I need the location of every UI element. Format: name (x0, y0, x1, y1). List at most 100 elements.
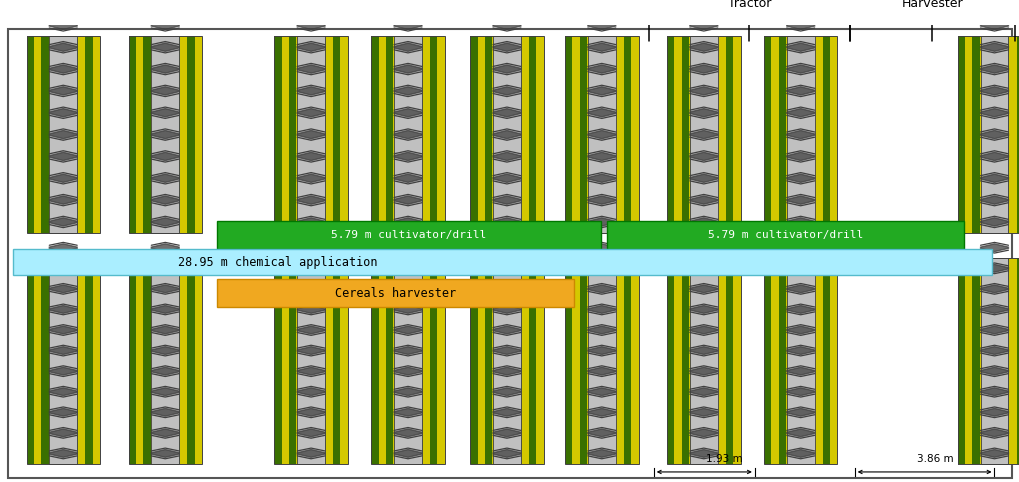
Polygon shape (689, 429, 717, 437)
Polygon shape (786, 131, 814, 139)
Polygon shape (786, 388, 814, 396)
Bar (179, 36, 187, 233)
Polygon shape (979, 450, 1008, 457)
Polygon shape (393, 285, 422, 293)
Bar (786, 36, 793, 233)
Bar (979, 258, 1008, 464)
Bar (86, 258, 93, 464)
Polygon shape (297, 174, 325, 182)
Bar (318, 36, 325, 233)
Polygon shape (979, 429, 1008, 437)
Bar (606, 221, 963, 249)
Bar (393, 258, 422, 464)
Bar (288, 258, 297, 464)
Polygon shape (786, 108, 814, 117)
Bar (521, 258, 529, 464)
Bar (288, 36, 297, 233)
Polygon shape (979, 131, 1008, 139)
Polygon shape (297, 65, 325, 73)
Bar (385, 258, 393, 464)
Bar (393, 258, 400, 464)
Bar (297, 258, 304, 464)
Bar (34, 258, 41, 464)
Polygon shape (587, 429, 615, 437)
Polygon shape (393, 244, 422, 252)
Bar (56, 258, 63, 464)
Text: 5.79 m cultivator/drill: 5.79 m cultivator/drill (707, 230, 862, 240)
Bar (400, 36, 408, 233)
Bar (674, 36, 681, 233)
Polygon shape (151, 65, 179, 73)
Polygon shape (49, 408, 77, 416)
Text: Cereals harvester: Cereals harvester (335, 287, 455, 300)
Bar (814, 36, 822, 233)
Bar (666, 258, 674, 464)
Bar (415, 258, 422, 464)
Bar (311, 36, 318, 233)
Bar (763, 36, 770, 233)
Polygon shape (297, 218, 325, 226)
Bar (786, 258, 814, 464)
Bar (587, 258, 594, 464)
Polygon shape (49, 347, 77, 354)
Bar (800, 36, 807, 233)
Polygon shape (49, 244, 77, 252)
Bar (994, 36, 1001, 233)
Bar (624, 36, 631, 233)
Bar (26, 36, 34, 233)
Bar (274, 36, 347, 233)
Bar (304, 36, 311, 233)
Bar (128, 258, 202, 464)
Polygon shape (979, 174, 1008, 182)
Polygon shape (297, 131, 325, 139)
Bar (529, 258, 536, 464)
Bar (318, 258, 325, 464)
Polygon shape (393, 43, 422, 52)
Bar (666, 36, 674, 233)
Bar (477, 36, 484, 233)
Bar (521, 36, 529, 233)
Bar (422, 36, 430, 233)
Bar (979, 36, 986, 233)
Bar (165, 258, 172, 464)
Bar (408, 258, 415, 464)
Polygon shape (587, 43, 615, 52)
Bar (710, 36, 717, 233)
Polygon shape (689, 285, 717, 293)
Bar (151, 36, 158, 233)
Polygon shape (492, 108, 521, 117)
Polygon shape (979, 306, 1008, 313)
Bar (696, 36, 703, 233)
Polygon shape (49, 131, 77, 139)
Bar (195, 36, 202, 233)
Bar (572, 36, 579, 233)
Polygon shape (393, 152, 422, 161)
Polygon shape (689, 87, 717, 95)
Polygon shape (786, 65, 814, 73)
Bar (274, 258, 347, 464)
Bar (151, 258, 158, 464)
Polygon shape (786, 429, 814, 437)
Bar (393, 36, 400, 233)
Bar (34, 36, 41, 233)
Bar (143, 258, 151, 464)
Bar (800, 258, 807, 464)
Polygon shape (151, 450, 179, 457)
Bar (807, 36, 814, 233)
Bar (733, 36, 740, 233)
Polygon shape (979, 108, 1008, 117)
Bar (187, 258, 195, 464)
Bar (136, 258, 143, 464)
Bar (378, 258, 385, 464)
Bar (70, 258, 77, 464)
Polygon shape (49, 450, 77, 457)
Text: 28.95 m chemical application: 28.95 m chemical application (177, 255, 377, 268)
Polygon shape (492, 21, 521, 29)
Polygon shape (587, 306, 615, 313)
Polygon shape (979, 196, 1008, 204)
Bar (281, 36, 288, 233)
Bar (763, 258, 770, 464)
Polygon shape (689, 450, 717, 457)
Bar (311, 258, 318, 464)
Bar (470, 258, 543, 464)
